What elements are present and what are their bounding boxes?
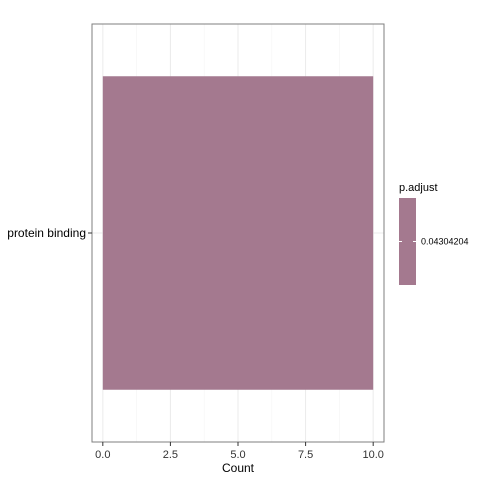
x-tick-label: 5.0	[230, 449, 245, 461]
x-axis-ticks: 0.0 2.5 5.0 7.5 10.0	[95, 442, 384, 461]
x-tick-label: 0.0	[95, 449, 110, 461]
bar	[102, 76, 374, 390]
legend-title: p.adjust	[399, 182, 438, 194]
x-tick-label: 10.0	[362, 449, 383, 461]
y-axis-ticks: protein binding	[7, 226, 92, 240]
x-tick-label: 7.5	[298, 449, 313, 461]
legend-colorbar	[399, 198, 416, 285]
y-tick-label: protein binding	[7, 226, 86, 240]
x-tick-label: 2.5	[163, 449, 178, 461]
legend: p.adjust 0.04304204	[399, 182, 469, 285]
bars	[102, 76, 374, 390]
x-axis-title: Count	[222, 461, 255, 475]
legend-label: 0.04304204	[421, 237, 469, 247]
